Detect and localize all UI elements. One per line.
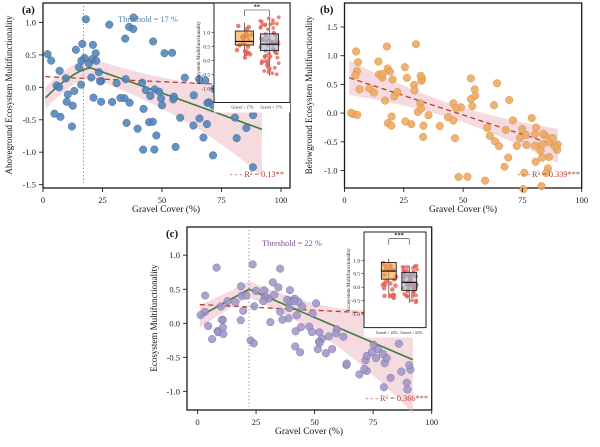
svg-text:0.0: 0.0	[327, 108, 338, 118]
svg-text:Gravel < 17%: Gravel < 17%	[231, 106, 254, 110]
svg-text:Gravel > 22%: Gravel > 22%	[400, 331, 423, 335]
svg-text:75: 75	[518, 195, 527, 205]
svg-text:Ecosystem Multifunctionality: Ecosystem Multifunctionality	[149, 264, 159, 372]
svg-text:Ecosystem Multifunctionality: Ecosystem Multifunctionality	[345, 248, 352, 311]
svg-text:0.0: 0.0	[203, 58, 210, 64]
svg-text:(c): (c)	[166, 228, 179, 240]
svg-text:-1.5: -1.5	[23, 180, 36, 190]
svg-text:50: 50	[310, 417, 319, 427]
svg-text:-1.0: -1.0	[352, 312, 361, 318]
svg-text:Threshold = 22 %: Threshold = 22 %	[262, 239, 322, 248]
svg-text:-1.0: -1.0	[324, 166, 337, 176]
svg-text:100: 100	[575, 195, 588, 205]
svg-text:(a): (a)	[22, 4, 35, 16]
svg-text:1.0: 1.0	[25, 18, 36, 28]
svg-text:0.5: 0.5	[25, 50, 36, 60]
svg-text:75: 75	[369, 417, 378, 427]
svg-text:Gravel Cover (%): Gravel Cover (%)	[275, 426, 343, 437]
svg-text:0: 0	[41, 195, 45, 205]
svg-text:Gravel < 22%: Gravel < 22%	[376, 331, 399, 335]
svg-text:0.5: 0.5	[169, 284, 180, 294]
svg-text:0.0: 0.0	[353, 285, 360, 291]
svg-text:Gravel Cover (%): Gravel Cover (%)	[429, 204, 497, 215]
svg-text:0.0: 0.0	[25, 82, 36, 92]
svg-text:-0.5: -0.5	[23, 115, 36, 125]
svg-text:- - - R² = 0.13**: - - - R² = 0.13**	[230, 170, 284, 179]
svg-text:25: 25	[98, 195, 107, 205]
svg-text:- - - R² = 0.366***: - - - R² = 0.366***	[366, 394, 428, 403]
svg-text:50: 50	[158, 195, 167, 205]
svg-text:-1.0: -1.0	[202, 86, 211, 92]
svg-text:-0.5: -0.5	[202, 72, 211, 78]
svg-text:75: 75	[217, 195, 226, 205]
svg-text:0.5: 0.5	[327, 79, 338, 89]
svg-text:100: 100	[275, 195, 288, 205]
svg-text:1.0: 1.0	[203, 30, 210, 36]
svg-text:0.5: 0.5	[353, 272, 360, 278]
svg-text:-0.5: -0.5	[352, 299, 361, 305]
svg-text:1.0: 1.0	[169, 250, 180, 260]
svg-text:***: ***	[394, 232, 403, 239]
svg-text:100: 100	[425, 417, 438, 427]
svg-text:0.5: 0.5	[203, 44, 210, 50]
svg-text:Belowground Ecosystem Multifun: Belowground Ecosystem Multifunctionality	[304, 15, 314, 174]
svg-text:Threshold = 17 %: Threshold = 17 %	[118, 15, 178, 24]
svg-text:-1.0: -1.0	[23, 147, 36, 157]
svg-text:0: 0	[195, 417, 199, 427]
svg-text:50: 50	[459, 195, 468, 205]
svg-text:25: 25	[252, 417, 261, 427]
svg-text:Gravel > 17%: Gravel > 17%	[261, 106, 284, 110]
svg-text:Aboveground Ecosystem Multifun: Aboveground Ecosystem Multifunctionality	[4, 15, 14, 174]
svg-text:-1.0: -1.0	[167, 386, 180, 396]
svg-text:25: 25	[400, 195, 409, 205]
svg-text:Gravel Cover (%): Gravel Cover (%)	[132, 204, 200, 215]
svg-text:-0.5: -0.5	[324, 137, 337, 147]
svg-text:0: 0	[342, 195, 346, 205]
svg-text:**: **	[254, 4, 260, 11]
svg-text:Ecosystem Multifunctionality: Ecosystem Multifunctionality	[195, 21, 202, 84]
svg-text:(b): (b)	[320, 4, 334, 16]
svg-text:-0.5: -0.5	[167, 352, 180, 362]
svg-text:1.5: 1.5	[327, 22, 338, 32]
svg-text:1.0: 1.0	[327, 51, 338, 61]
svg-text:- - - R² = 0.339***: - - - R² = 0.339***	[518, 170, 580, 179]
svg-text:1.0: 1.0	[353, 258, 360, 264]
svg-text:0.0: 0.0	[169, 318, 180, 328]
